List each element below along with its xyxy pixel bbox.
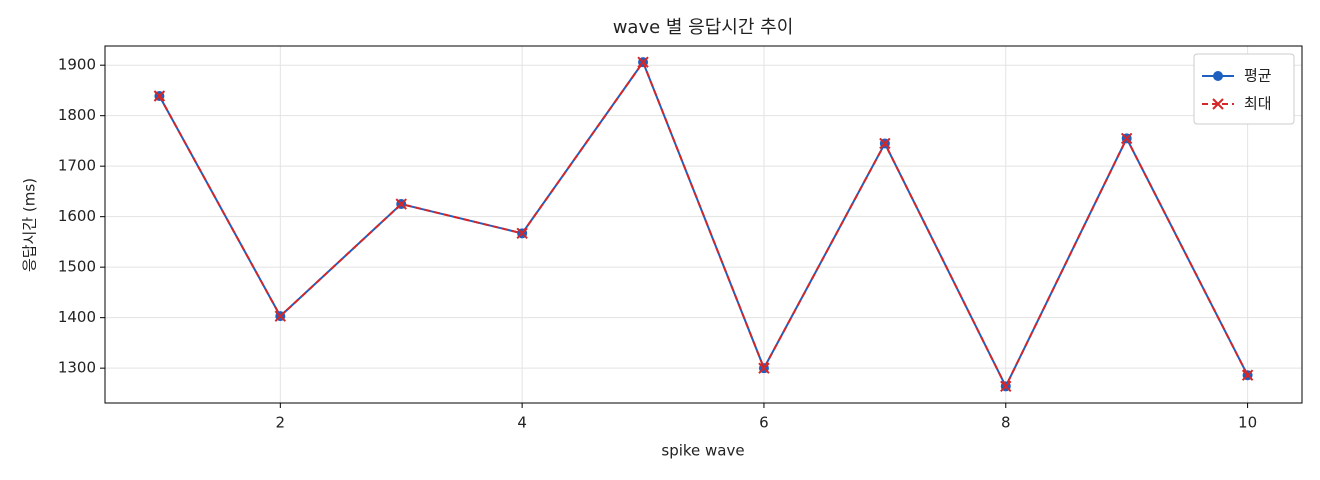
- marker-stroke: [1120, 132, 1133, 145]
- chart-title: wave 별 응답시간 추이: [613, 17, 794, 38]
- plot-frame: [104, 45, 1303, 404]
- y-tick-label: 1900: [58, 56, 96, 74]
- marker-stroke: [274, 310, 287, 322]
- y-axis-label: 응답시간 (ms): [21, 178, 39, 272]
- marker-x: [1212, 98, 1224, 110]
- y-tick-label: 1700: [58, 157, 96, 175]
- x-tick-label: 8: [1001, 414, 1011, 432]
- legend-label: 평균: [1244, 67, 1272, 85]
- marker-x: [758, 362, 770, 374]
- marker-circle: [1213, 71, 1223, 81]
- marker-x: [637, 56, 649, 68]
- y-tick-label: 1400: [58, 308, 96, 326]
- marker-x: [1241, 369, 1254, 381]
- x-tick-label: 2: [276, 414, 286, 432]
- marker-x: [395, 198, 407, 210]
- marker-stroke: [395, 198, 407, 210]
- marker-x: [274, 310, 287, 322]
- marker-stroke: [637, 56, 649, 68]
- y-tick-label: 1500: [58, 258, 96, 276]
- legend-box: [1193, 53, 1295, 125]
- y-tick-label: 1600: [58, 207, 96, 225]
- marker-stroke: [1212, 98, 1224, 110]
- marker-stroke: [1241, 369, 1254, 381]
- series-line: [158, 60, 1249, 389]
- marker-stroke: [153, 90, 166, 102]
- x-axis-label: spike wave: [661, 442, 744, 460]
- marker-stroke: [1000, 380, 1012, 393]
- marker-stroke: [758, 362, 770, 374]
- y-tick-label: 1800: [58, 106, 96, 124]
- marker-x: [516, 227, 528, 240]
- x-tick-label: 4: [517, 414, 527, 432]
- x-tick-label: 10: [1238, 414, 1257, 432]
- y-tick-label: 1300: [58, 359, 96, 377]
- marker-x: [1120, 132, 1133, 145]
- x-tick-label: 6: [759, 414, 769, 432]
- marker-x: [153, 90, 166, 102]
- marker-stroke: [879, 137, 891, 150]
- legend-label: 최대: [1244, 95, 1272, 113]
- marker-x: [1000, 380, 1012, 393]
- marker-stroke: [516, 227, 528, 240]
- marker-x: [879, 137, 891, 150]
